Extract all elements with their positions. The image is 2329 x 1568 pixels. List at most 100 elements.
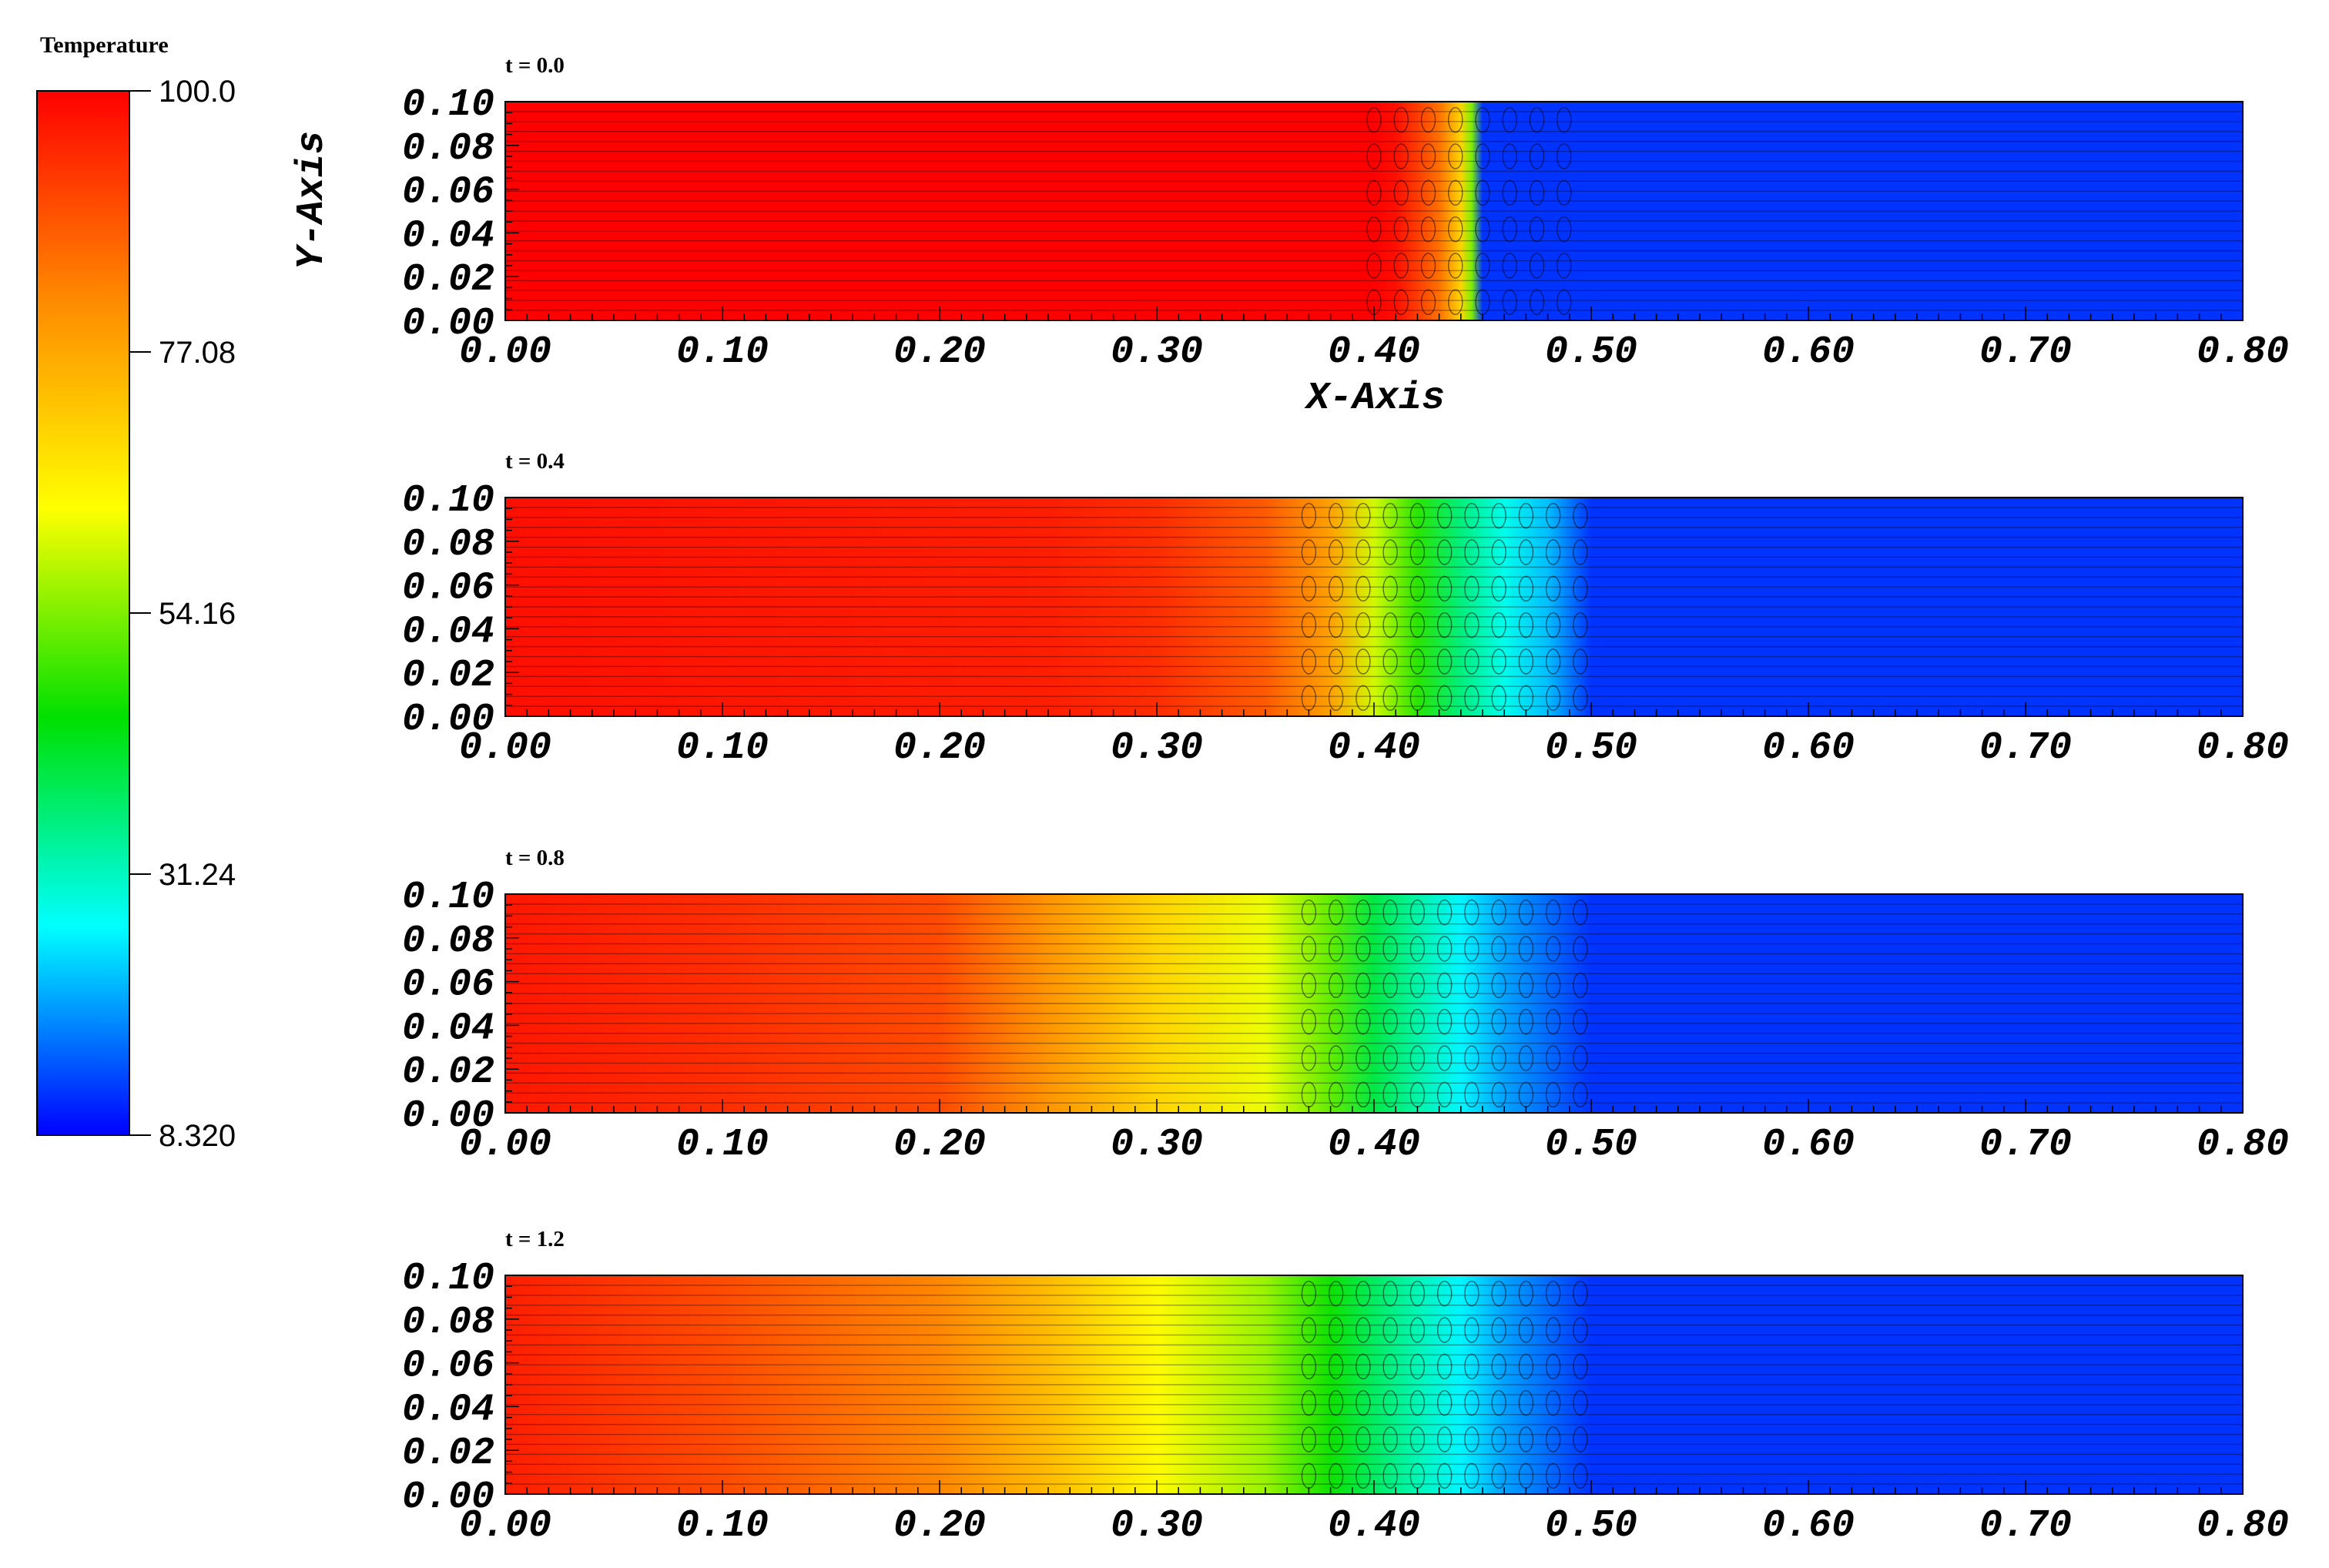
contour-loop — [1356, 1280, 1371, 1307]
contour-loop — [1301, 972, 1317, 999]
x-tick-label: 0.20 — [893, 1123, 986, 1167]
contour-loop — [1382, 1280, 1398, 1307]
contour-loop — [1491, 1317, 1506, 1343]
contour-loop — [1491, 648, 1506, 675]
y-axis-label: Y-Axis — [290, 131, 334, 270]
y-tick-label: 0.02 — [402, 1432, 494, 1476]
contour-loop — [1545, 936, 1561, 962]
contour-loop — [1409, 648, 1426, 675]
y-tick-label: 0.00 — [402, 302, 494, 346]
x-tick-label: 0.80 — [2197, 1504, 2289, 1548]
x-axis-label: X-Axis — [1304, 377, 1445, 420]
contour-loop — [1573, 611, 1588, 638]
contour-loop — [1464, 1045, 1480, 1071]
contour-loop — [1328, 972, 1344, 999]
contour-loop — [1573, 972, 1588, 999]
contour-loop — [1328, 1008, 1344, 1035]
contour-loop — [1382, 1008, 1398, 1035]
contour-loop — [1436, 1081, 1453, 1108]
contour-loop — [1328, 502, 1344, 529]
contour-loop — [1502, 289, 1517, 316]
contour-loop — [1464, 1426, 1480, 1452]
x-tick-label: 0.40 — [1328, 1504, 1420, 1548]
y-tick-label: 0.00 — [402, 1094, 494, 1138]
contour-loop — [1393, 179, 1409, 206]
contour-loop — [1573, 685, 1588, 712]
contour-loop — [1448, 216, 1463, 243]
contour-loop — [1328, 1353, 1344, 1380]
x-tick-label: 0.10 — [676, 1123, 769, 1167]
contour-loop — [1464, 502, 1480, 529]
contour-loop — [1409, 1317, 1426, 1343]
contour-loop — [1464, 1462, 1480, 1489]
y-tick-label: 0.02 — [402, 654, 494, 698]
contour-loop — [1518, 1426, 1534, 1452]
contour-loop — [1366, 179, 1382, 206]
panels: t = 0.0 0.00 0.10 0.20 0.30 0.40 0.50 0.60 0.70 0… — [402, 53, 2289, 1548]
contour-loop — [1573, 1008, 1588, 1035]
contour-loop — [1518, 1280, 1534, 1307]
contour-loop — [1464, 575, 1480, 602]
contour-loop — [1573, 1045, 1588, 1071]
contour-loop — [1502, 179, 1517, 206]
contour-loop — [1573, 1317, 1588, 1343]
contour-loop — [1557, 106, 1572, 133]
heatmap-field — [505, 498, 2243, 716]
contour-loop — [1529, 216, 1545, 243]
contour-loop — [1545, 539, 1561, 565]
contour-loop — [1545, 1280, 1561, 1307]
contour-loop — [1491, 502, 1506, 529]
contour-loop — [1557, 289, 1572, 316]
contour-loop — [1518, 539, 1534, 565]
contour-loop — [1382, 648, 1398, 675]
x-tick-label: 0.10 — [676, 330, 769, 374]
contour-loop — [1573, 1353, 1588, 1380]
contour-loop — [1557, 253, 1572, 279]
contour-loop — [1356, 648, 1371, 675]
panel-2: t = 0.8 0.00 0.10 0.20 0.30 0.40 0.50 0.60 0.70 0… — [402, 846, 2289, 1167]
contour-loop — [1464, 611, 1480, 638]
contour-loop — [1491, 1045, 1506, 1071]
contour-loop — [1491, 575, 1506, 602]
contour-loop — [1464, 972, 1480, 999]
contour-loop — [1464, 1389, 1480, 1416]
panel-title: t = 0.8 — [505, 846, 565, 870]
contour-loop — [1436, 539, 1453, 565]
contour-loop — [1491, 936, 1506, 962]
contour-loop — [1573, 502, 1588, 529]
y-tick-label: 0.02 — [402, 258, 494, 302]
contour-loop — [1529, 106, 1545, 133]
contour-loop — [1382, 1353, 1398, 1380]
contour-loop — [1436, 1389, 1453, 1416]
contour-loop — [1328, 1081, 1344, 1108]
colorbar-label-max: 100.0 — [159, 75, 236, 109]
contour-loop — [1573, 1280, 1588, 1307]
contour-loop — [1301, 611, 1317, 638]
contour-loop — [1409, 611, 1426, 638]
contour-loop — [1328, 648, 1344, 675]
contour-loop — [1420, 253, 1436, 279]
contour-loop — [1301, 1426, 1317, 1452]
contour-loop — [1529, 253, 1545, 279]
contour-loop — [1518, 1008, 1534, 1035]
x-tick-label: 0.10 — [676, 1504, 769, 1548]
contour-loop — [1436, 575, 1453, 602]
contour-loop — [1328, 1045, 1344, 1071]
contour-loop — [1393, 106, 1409, 133]
panel-title: t = 0.4 — [505, 449, 565, 474]
contour-loop — [1545, 1353, 1561, 1380]
contour-loop — [1382, 1317, 1398, 1343]
colorbar-gradient — [36, 90, 130, 1136]
contour-loop — [1502, 216, 1517, 243]
y-tick-label: 0.08 — [402, 920, 494, 963]
contour-loop — [1573, 1462, 1588, 1489]
contour-loop — [1436, 685, 1453, 712]
contour-loop — [1420, 143, 1436, 169]
contour-loop — [1464, 1081, 1480, 1108]
contour-loop — [1301, 539, 1317, 565]
contour-loop — [1436, 502, 1453, 529]
contour-loop — [1464, 1008, 1480, 1035]
contour-loop — [1518, 899, 1534, 926]
contour-loop — [1382, 1426, 1398, 1452]
contour-loop — [1502, 143, 1517, 169]
